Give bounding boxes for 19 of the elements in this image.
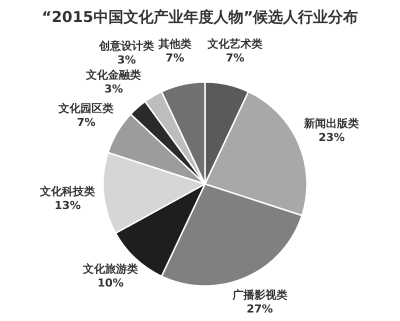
data-label: 3% — [117, 53, 136, 66]
slice-label: 文化旅游类 — [82, 262, 138, 276]
chart-title: “2015中国文化产业年度人物”候选人行业分布 — [42, 8, 358, 26]
slice-label: 新闻出版类 — [303, 117, 360, 130]
slice-label: 广播影视类 — [231, 288, 288, 302]
slice-label: 创意设计类 — [98, 39, 154, 52]
slice-label: 文化金融类 — [85, 68, 142, 82]
slice-label: 其他类 — [157, 37, 192, 50]
data-label: 3% — [104, 82, 124, 96]
data-label: 13% — [54, 198, 81, 212]
data-label: 10% — [97, 276, 124, 290]
slice-label: 文化艺术类 — [206, 37, 263, 50]
data-label: 7% — [166, 51, 184, 64]
slice-label: 文化科技类 — [39, 184, 96, 198]
data-label: 27% — [246, 302, 273, 316]
slice-label: 文化园区类 — [58, 102, 114, 115]
data-label: 7% — [76, 116, 96, 129]
data-label: 7% — [226, 51, 244, 64]
data-label: 23% — [318, 131, 345, 144]
